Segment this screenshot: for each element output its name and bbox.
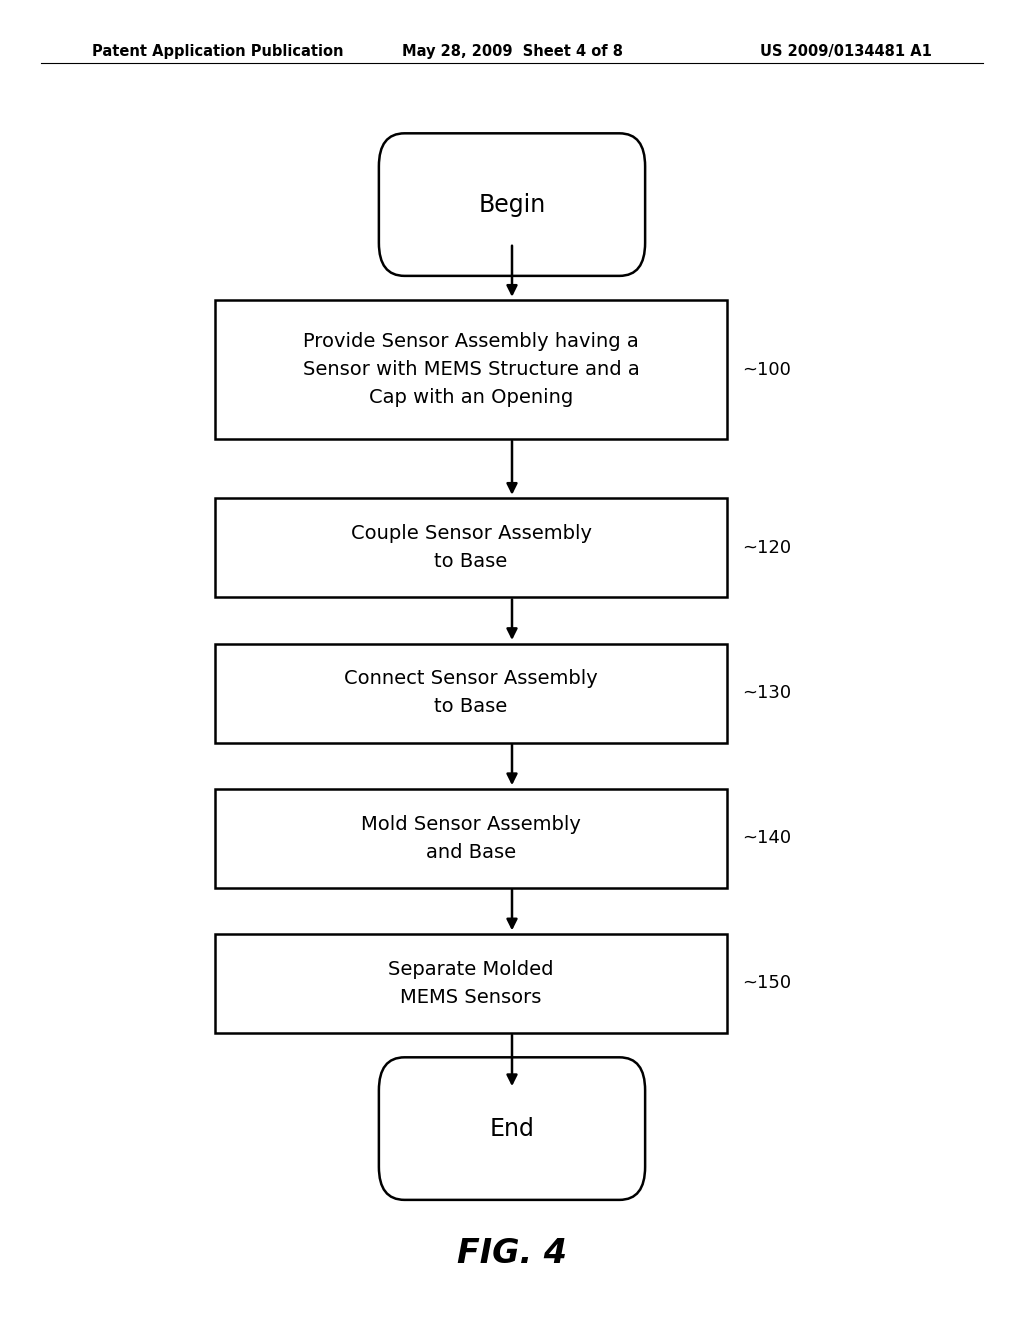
Text: ~150: ~150 (742, 974, 792, 993)
Text: ~130: ~130 (742, 684, 792, 702)
FancyBboxPatch shape (215, 935, 727, 1032)
Text: Mold Sensor Assembly
and Base: Mold Sensor Assembly and Base (361, 814, 581, 862)
Text: FIG. 4: FIG. 4 (457, 1237, 567, 1270)
Text: ~100: ~100 (742, 360, 792, 379)
FancyBboxPatch shape (215, 788, 727, 887)
Text: Separate Molded
MEMS Sensors: Separate Molded MEMS Sensors (388, 960, 554, 1007)
Text: End: End (489, 1117, 535, 1140)
FancyBboxPatch shape (215, 301, 727, 438)
FancyBboxPatch shape (215, 499, 727, 597)
Text: Provide Sensor Assembly having a
Sensor with MEMS Structure and a
Cap with an Op: Provide Sensor Assembly having a Sensor … (303, 333, 639, 407)
Text: ~140: ~140 (742, 829, 792, 847)
Text: Patent Application Publication: Patent Application Publication (92, 44, 344, 58)
Text: May 28, 2009  Sheet 4 of 8: May 28, 2009 Sheet 4 of 8 (401, 44, 623, 58)
Text: Couple Sensor Assembly
to Base: Couple Sensor Assembly to Base (350, 524, 592, 572)
Text: Connect Sensor Assembly
to Base: Connect Sensor Assembly to Base (344, 669, 598, 717)
FancyBboxPatch shape (215, 644, 727, 742)
FancyBboxPatch shape (379, 1057, 645, 1200)
Text: Begin: Begin (478, 193, 546, 216)
FancyBboxPatch shape (379, 133, 645, 276)
Text: US 2009/0134481 A1: US 2009/0134481 A1 (760, 44, 932, 58)
Text: ~120: ~120 (742, 539, 792, 557)
